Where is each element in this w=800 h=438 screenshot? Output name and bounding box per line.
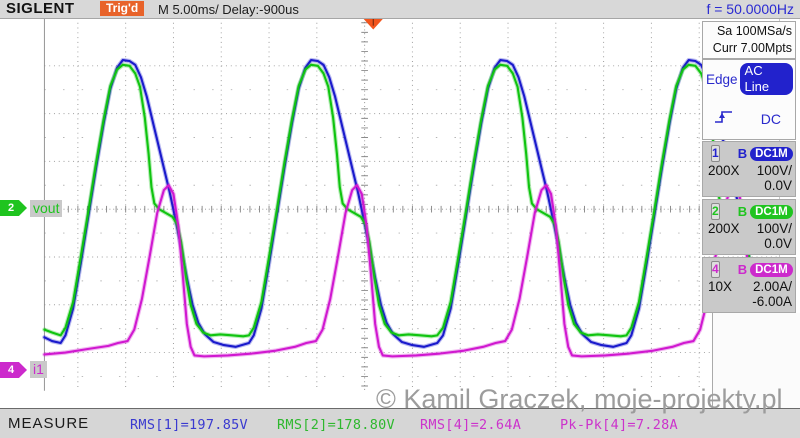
channel-4-offset: -6.00A bbox=[752, 294, 792, 309]
trigger-type: Edge bbox=[706, 71, 738, 87]
watermark-text: © Kamil Graczek, moje-projekty.pl bbox=[376, 384, 783, 414]
channel-1-bandwidth-flag: B bbox=[737, 146, 748, 161]
ch2-position-marker: 2 bbox=[0, 200, 27, 216]
measurement-rms-ch2: RMS[2]=178.80V bbox=[277, 417, 395, 433]
channel-1-attenuation: 200X bbox=[708, 163, 740, 178]
brand-logo: SIGLENT bbox=[6, 0, 75, 17]
waveform-plot bbox=[42, 18, 785, 391]
timebase-readout: M 5.00ms/ Delay:-900us bbox=[158, 2, 299, 17]
measure-bar: MEASURE RMS[1]=197.85V RMS[2]=178.80V RM… bbox=[0, 408, 800, 438]
top-status-bar: SIGLENT Trig'd M 5.00ms/ Delay:-900us f … bbox=[0, 0, 800, 19]
channel-1-offset: 0.0V bbox=[764, 178, 792, 193]
trigger-panel[interactable]: Edge AC Line DC bbox=[702, 59, 796, 140]
channel-4-attenuation: 10X bbox=[708, 279, 733, 294]
channel-1-coupling-badge: DC1M bbox=[750, 146, 793, 161]
channel-4-bandwidth-flag: B bbox=[737, 262, 748, 277]
measurement-rms-ch1: RMS[1]=197.85V bbox=[130, 417, 248, 433]
measurement-pkpk-ch4: Pk-Pk[4]=7.28A bbox=[560, 417, 678, 433]
trigger-status-badge: Trig'd bbox=[100, 1, 145, 16]
channel-1-scale: 100V/ bbox=[756, 163, 792, 178]
ch2-trace-label: vout bbox=[30, 200, 63, 217]
acquisition-info-box: Sa 100MSa/s Curr 7.00Mpts bbox=[702, 21, 796, 59]
sample-rate: Sa 100MSa/s bbox=[716, 24, 792, 38]
channel-1-number-badge: 1 bbox=[711, 145, 720, 162]
channel-2-attenuation: 200X bbox=[708, 221, 740, 236]
channel-4-scale: 2.00A/ bbox=[752, 279, 792, 294]
channel-2-bandwidth-flag: B bbox=[737, 204, 748, 219]
frequency-counter: f = 50.0000Hz bbox=[706, 1, 794, 17]
measure-title: MEASURE bbox=[8, 415, 90, 432]
memory-depth: Curr 7.00Mpts bbox=[712, 41, 792, 55]
trigger-coupling: DC bbox=[760, 110, 781, 127]
channel-1-box[interactable]: 1 B DC1M 200X 100V/ 0.0V bbox=[702, 141, 796, 197]
channel-2-coupling-badge: DC1M bbox=[750, 204, 793, 219]
channel-2-scale: 100V/ bbox=[756, 221, 792, 236]
empty-menu-area bbox=[712, 313, 800, 408]
ch4-trace-label: i1 bbox=[30, 361, 47, 378]
trigger-source-badge: AC Line bbox=[739, 63, 793, 95]
channel-2-box[interactable]: 2 B DC1M 200X 100V/ 0.0V bbox=[702, 199, 796, 255]
channel-4-coupling-badge: DC1M bbox=[750, 262, 793, 277]
ch4-position-marker: 4 bbox=[0, 362, 27, 378]
channel-4-number-badge: 4 bbox=[711, 261, 720, 278]
channel-4-box[interactable]: 4 B DC1M 10X 2.00A/ -6.00A bbox=[702, 257, 796, 313]
measurement-rms-ch4: RMS[4]=2.64A bbox=[420, 417, 522, 433]
channel-2-number-badge: 2 bbox=[711, 203, 720, 220]
channel-2-offset: 0.0V bbox=[764, 236, 792, 251]
rising-edge-icon bbox=[713, 109, 735, 128]
